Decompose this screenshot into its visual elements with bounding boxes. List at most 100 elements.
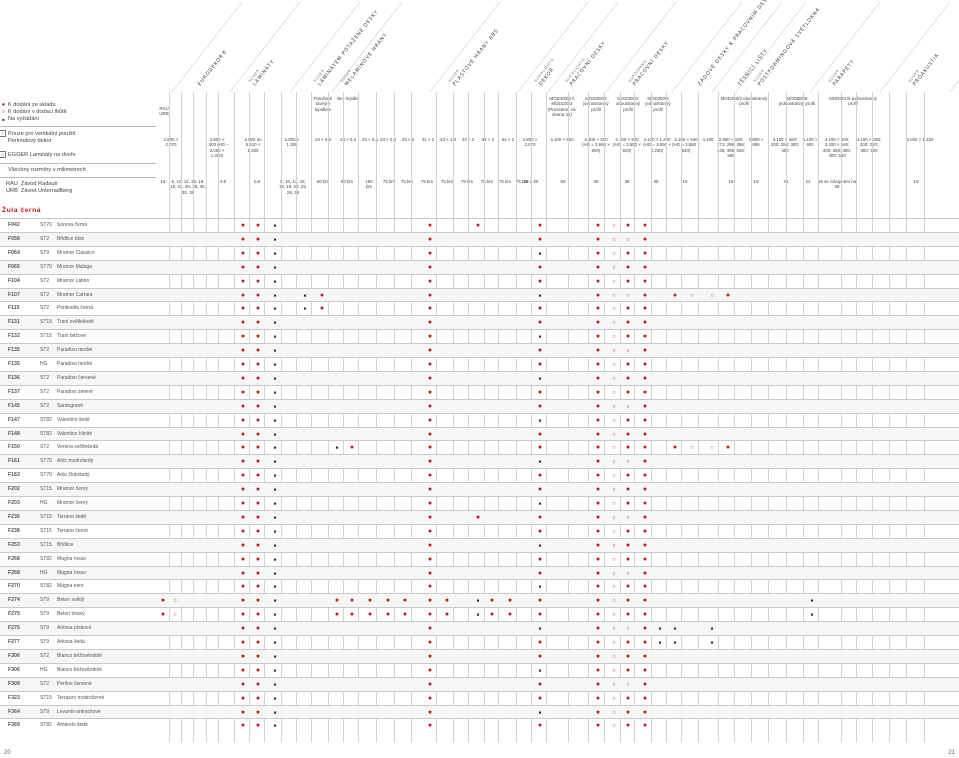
grid-line: [531, 92, 532, 742]
availability-stock-icon: ●: [595, 583, 601, 591]
table-row[interactable]: F147 ST82 Valentino šedé ● ● ■ ● ■ ● ○ ● ●: [0, 412, 959, 427]
table-row[interactable]: F364 ST9 Levanto antracitové ● ● ■ ● ■ ● ○ ● ●: [0, 704, 959, 719]
table-row[interactable]: F104 ST2 Mramor Latino ● ● ■ ● ● ● ○ ● ●: [0, 273, 959, 288]
availability-stock-icon: ●: [427, 291, 433, 299]
table-row[interactable]: F309 ST2 Perlino červené ● ● ■ ● ● ● ○ ○ ●: [0, 676, 959, 691]
table-row[interactable]: F107 ST2 Mramor Carrara ● ● ■ ■ ● ● ■ ● ○ ○ ● ● ○ ○ ●: [0, 287, 959, 302]
availability-stock-icon: ●: [625, 652, 631, 660]
structure-code: ST15: [40, 486, 52, 493]
availability-delivery-icon: ○: [612, 417, 616, 424]
availability-stock-icon: ●: [255, 444, 261, 452]
table-row[interactable]: F274 ST9 Beton světlý ● ○ ● ● ■ ● ● ● ● ● ● ● ■ ● ● ● ● ○ ● ● ■: [0, 593, 959, 608]
decor-code: F058: [8, 235, 20, 242]
table-row[interactable]: F253 ST15 Břidlice ● ● ■ ● ■ ● ○ ● ●: [0, 537, 959, 552]
availability-delivery-icon: ○: [612, 570, 616, 577]
decor-code: F131: [8, 319, 20, 326]
legend-delivery: K dodání v dodací lhůtě: [8, 109, 67, 115]
table-row[interactable]: F202 ST15 Mramor černý ● ● ■ ● ● ● ○ ● ●: [0, 482, 959, 496]
availability-request-icon: ■: [273, 417, 277, 423]
availability-stock-icon: ●: [255, 625, 261, 633]
availability-stock-icon: ●: [427, 597, 433, 605]
header-mod-7: MOD801/6 jednostranný profil: [829, 96, 877, 107]
table-row[interactable]: F137 ST2 Paradiso zelené ● ● ■ ● ● ● ○ ● ●: [0, 384, 959, 399]
table-row[interactable]: F065 ST70 Mramor Malaga ● ● ■ ● ● ● ○ ● ●: [0, 259, 959, 274]
availability-stock-icon: ●: [255, 458, 261, 466]
availability-request-icon: ■: [273, 348, 277, 354]
decor-code: F253: [8, 541, 20, 548]
grid-line: [249, 92, 250, 742]
table-row[interactable]: F268 ST82 Magna rosso ● ● ■ ● ● ● ○ ● ●: [0, 551, 959, 566]
grid-line: [296, 92, 297, 742]
availability-delivery-icon: ○: [626, 403, 630, 410]
table-row[interactable]: F131 ST15 Traní světlešedé ● ● ■ ● ● ● ○ ● ●: [0, 315, 959, 330]
table-row[interactable]: F275 ST9 Beton tmavý ● ○ ● ● ■ ● ● ● ● ● ● ● ■ ● ● ● ● ○ ● ● ■: [0, 607, 959, 621]
structure-code: ST9: [40, 639, 50, 645]
table-row[interactable]: F163 ST70 Artic žlutošedý ● ● ■ ● ● ● ○ ● ●: [0, 468, 959, 482]
availability-stock-icon: ●: [625, 527, 631, 535]
availability-stock-icon: ●: [160, 611, 166, 619]
decor-name: Arkosa šedá: [57, 639, 85, 645]
header-mod-3: MOD300/3 oboustranný profil: [615, 96, 641, 112]
header-mod-2: MOD300/3 jednostranný profil: [583, 96, 609, 112]
table-row[interactable]: F306 HG Bianco béžověodolé ● ● ■ ● ■ ● ○ ● ●: [0, 662, 959, 677]
availability-stock-icon: ●: [625, 722, 631, 730]
table-row[interactable]: F369 ST82 Amarelo šedé ● ● ■ ● ● ● ○ ● ●: [0, 718, 959, 732]
table-row[interactable]: F058 ST2 Břidlice blok ● ● ■ ● ● ● ○ ○ ●: [0, 231, 959, 246]
decor-code: F276: [8, 625, 20, 632]
hdr-row3-j: 75 bm: [400, 179, 414, 184]
table-row[interactable]: F236 ST15 Terrano šedé ● ● ■ ● ● ● ● ○ ○ ●: [0, 509, 959, 524]
grid-line: [498, 92, 499, 742]
structure-code: ST82: [40, 555, 52, 562]
hdr-row2-r: 4.100 × 920 (HG = 3.650 × 920): [613, 137, 641, 153]
availability-stock-icon: ●: [240, 472, 246, 480]
table-row[interactable]: F115 ST2 Pontinella černá ● ● ■ ■ ● ● ● ● ○ ● ●: [0, 301, 959, 315]
decor-code: F306: [8, 652, 20, 659]
table-row[interactable]: F323 ST15 Terrazzo modročerné ● ● ■ ● ● ● ○ ● ●: [0, 690, 959, 705]
decor-name: Perlino červené: [57, 680, 92, 687]
table-row[interactable]: F136 ST2 Paradiso červené ● ● ■ ● ■ ● ○ ● ●: [0, 370, 959, 385]
grid-line: [311, 92, 312, 742]
availability-stock-icon: ●: [255, 611, 261, 619]
table-row[interactable]: F270 ST82 Magna nero ● ● ■ ● ■ ● ○ ● ●: [0, 579, 959, 593]
availability-stock-icon: ●: [255, 555, 261, 563]
availability-stock-icon: ●: [625, 583, 631, 591]
table-row[interactable]: F203 HG Mramor černý ● ● ■ ● ■ ● ○ ● ●: [0, 496, 959, 510]
availability-stock-icon: ●: [427, 513, 433, 521]
table-row[interactable]: F238 ST15 Terrano černé ● ● ■ ● ● ● ○ ● ●: [0, 523, 959, 538]
table-row[interactable]: F150 ST2 Verona světlešedá ● ● ■ ■ ● ● ● ● ○ ● ● ● ○ ○ ●: [0, 440, 959, 454]
grid-line: [484, 92, 485, 742]
availability-stock-icon: ●: [625, 333, 631, 341]
legend-vertical: Pouze pro vertikální použití: [8, 131, 76, 137]
hdr-row2-z: 4.100 × 500; 3.200 × 160; 200; 250; 300;…: [822, 137, 852, 159]
availability-stock-icon: ●: [240, 611, 246, 619]
structure-code: ST70: [40, 458, 52, 465]
header-title-0: EURODEKOR®: [196, 48, 229, 87]
table-row[interactable]: F145 ST2 Sardogranit ● ● ■ ● ● ● ○ ○ ●: [0, 398, 959, 413]
table-row[interactable]: F135 HG Paradiso modré ● ● ■ ● ● ● ○ ● ●: [0, 357, 959, 371]
availability-stock-icon: ●: [240, 444, 246, 452]
table-row[interactable]: F135 ST2 Paradiso modré ● ● ■ ● ● ● ○ ○ ●: [0, 343, 959, 357]
availability-stock-icon: ●: [427, 569, 433, 577]
table-row[interactable]: F161 ST70 Artic modrošedý ● ● ■ ● ■ ● ○ ○ ●: [0, 454, 959, 469]
decor-name: Sardogranit: [57, 402, 83, 409]
availability-request-icon: ■: [273, 556, 277, 562]
availability-stock-icon: ●: [642, 277, 648, 285]
hdr-row2-g: 22 × 0,4: [362, 137, 378, 142]
table-row[interactable]: F276 ST9 Arkosa písková ● ● ■ ● ■ ● ○ ○ ● ■ ■ ■: [0, 621, 959, 635]
availability-stock-icon: ●: [427, 541, 433, 549]
grid-line: [734, 92, 735, 742]
table-row[interactable]: F148 ST82 Valentino hliníté ● ● ■ ● ● ● ○ ● ●: [0, 426, 959, 441]
table-row[interactable]: F277 ST9 Arkosa šedá ● ● ■ ● ● ● ○ ● ● ■ ■ ■: [0, 635, 959, 649]
table-row[interactable]: F306 ST2 Bianco béžověodolé ● ● ■ ● ● ● ○ ● ●: [0, 648, 959, 663]
availability-stock-icon: ●: [595, 347, 601, 355]
header-title-4: PLASTOVÉ HRANY ABS: [450, 27, 500, 88]
availability-stock-icon: ●: [537, 430, 543, 438]
availability-delivery-icon: ○: [612, 667, 616, 674]
table-row[interactable]: F064 ST9 Mramor Classico ● ● ■ ● ■ ● ○ ● ●: [0, 245, 959, 260]
table-row[interactable]: F268 HG Magna rosso ● ● ■ ● ● ● ○ ○ ●: [0, 565, 959, 580]
structure-code: ST15: [40, 319, 52, 326]
hdr-row2-v: 2.800 × 160; 271; 296; 396; 446; 496; 54…: [716, 137, 746, 159]
table-row[interactable]: F042 ST70 Sonora černá ● ● ■ ● ● ● ● ○ ● ●: [0, 218, 959, 232]
structure-code: ST15: [40, 513, 52, 520]
table-row[interactable]: F132 ST15 Traní béžové ● ● ■ ● ■ ● ○ ● ●: [0, 329, 959, 343]
